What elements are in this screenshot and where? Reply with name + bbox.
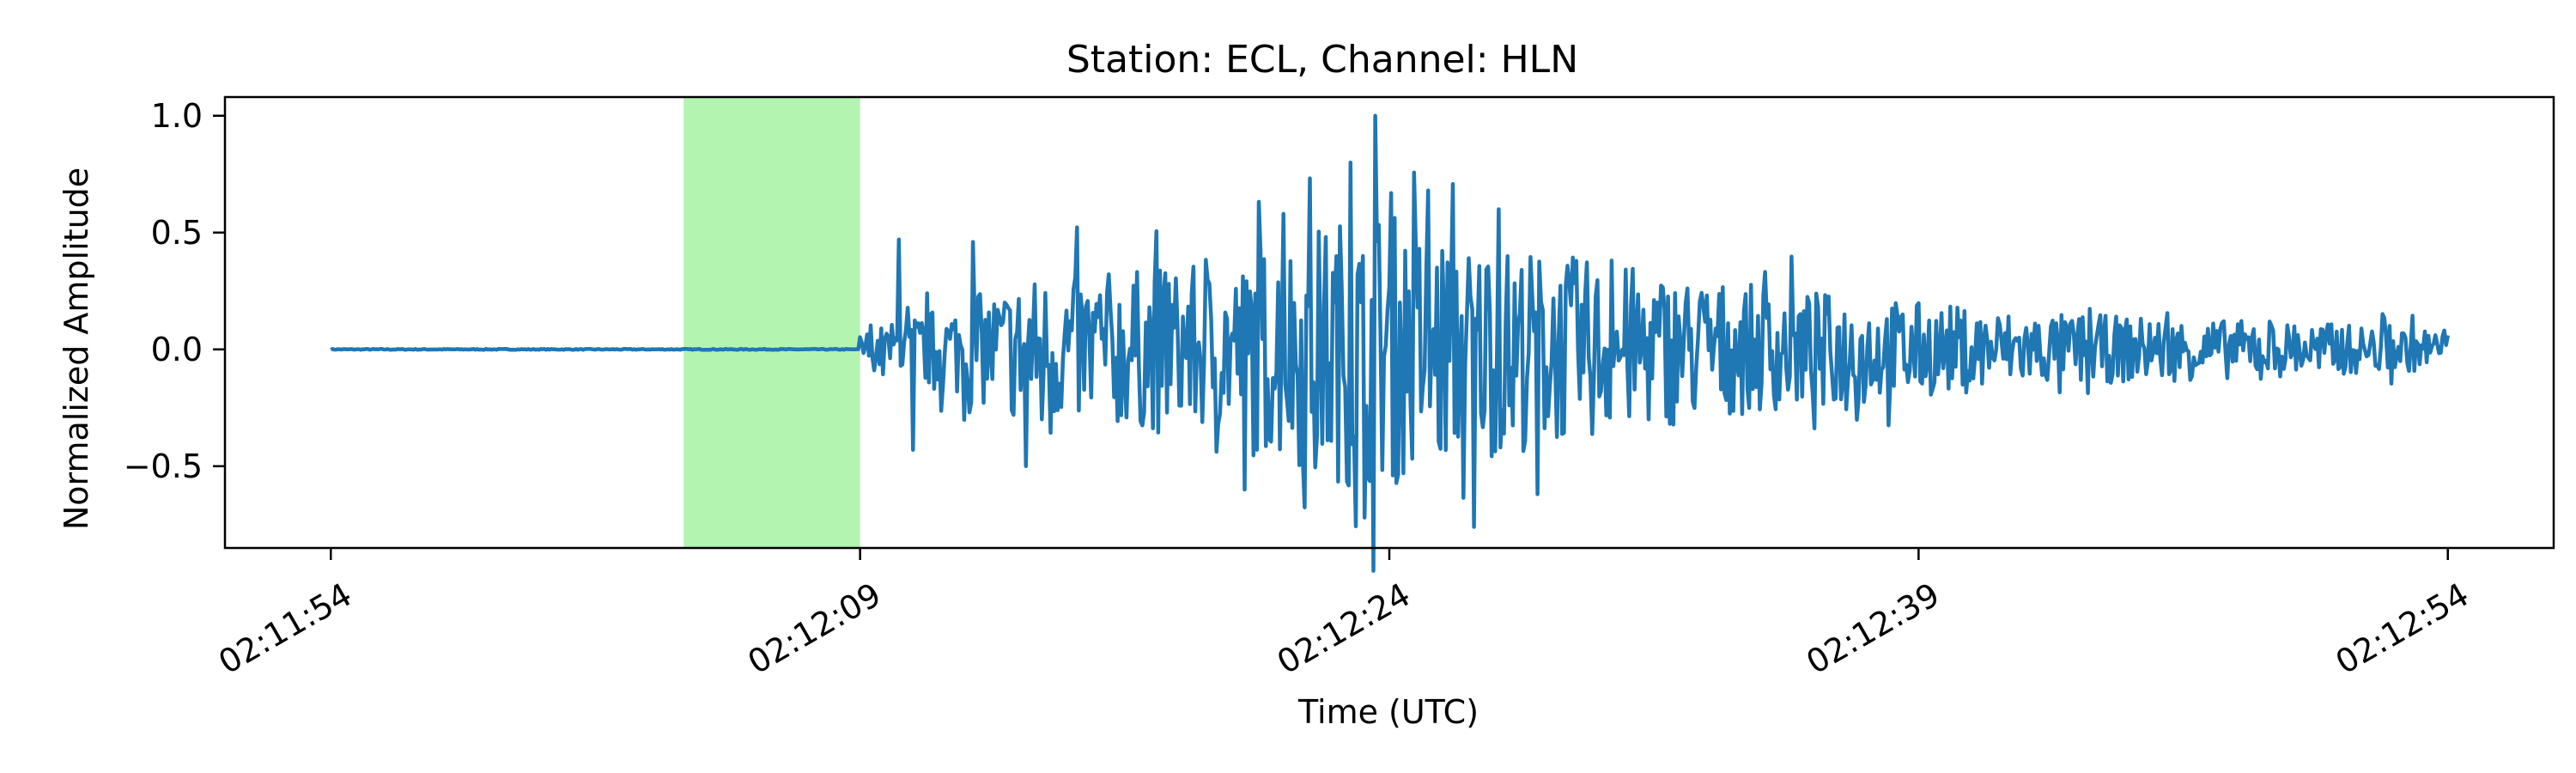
x-axis-label: Time (UTC) xyxy=(1297,693,1479,731)
chart-title: Station: ECL, Channel: HLN xyxy=(1066,38,1578,82)
y-tick-label: 1.0 xyxy=(151,97,203,135)
x-tick-label: 02:12:24 xyxy=(1271,575,1417,681)
x-tick-label: 02:11:54 xyxy=(212,575,358,681)
x-axis: 02:11:54 02:12:09 02:12:24 02:12:39 02:12:54 xyxy=(212,548,2475,681)
plot-frame xyxy=(223,95,2555,550)
x-tick-label: 02:12:39 xyxy=(1800,575,1946,681)
y-tick-label: 0.5 xyxy=(151,214,203,252)
y-axis-label: Normalized Amplitude xyxy=(58,167,95,530)
y-axis: 1.0 0.5 0.0 −0.5 xyxy=(124,97,225,485)
waveform-trace xyxy=(330,113,2450,573)
y-tick-label: −0.5 xyxy=(124,447,203,485)
plot-area xyxy=(330,97,2450,573)
x-tick-label: 02:12:09 xyxy=(742,575,888,681)
x-tick-label: 02:12:54 xyxy=(2330,575,2476,681)
highlight-window xyxy=(683,97,860,548)
y-tick-label: 0.0 xyxy=(151,331,203,368)
